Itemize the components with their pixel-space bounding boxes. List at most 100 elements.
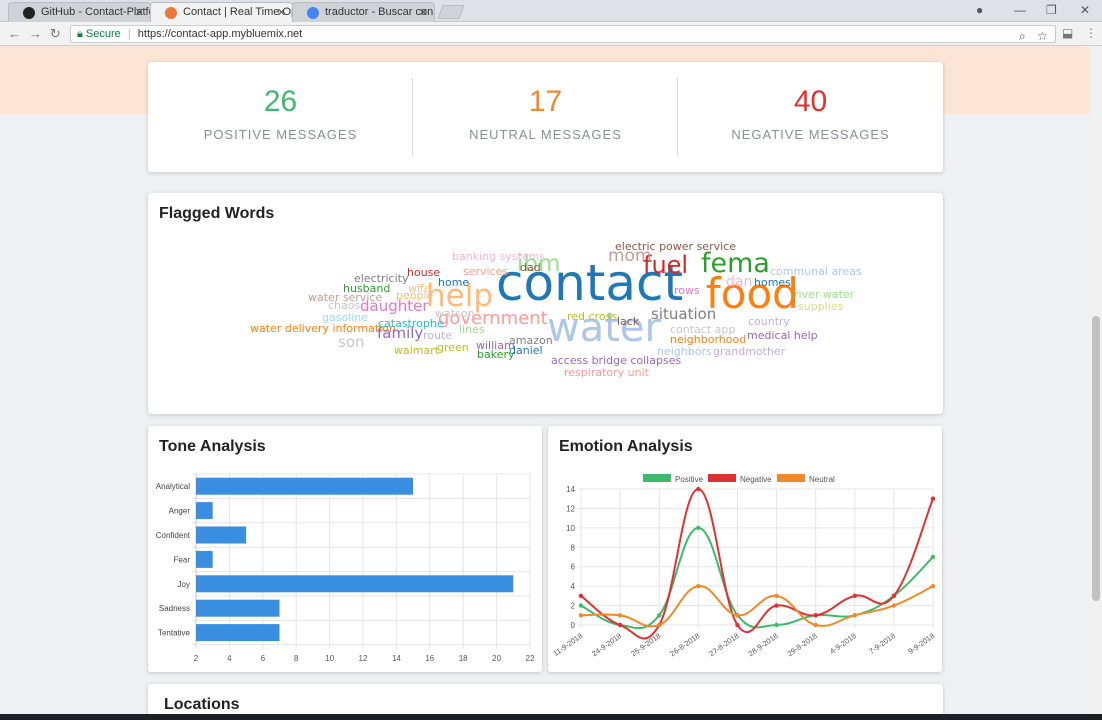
flagged-word: chaos <box>328 299 361 312</box>
emotion-point <box>852 593 857 599</box>
new-tab-button[interactable] <box>437 5 465 19</box>
emotion-point <box>578 593 584 599</box>
flagged-word: grandmother <box>713 345 786 358</box>
neutral-stat: 17 NEUTRAL MESSAGES <box>413 62 678 172</box>
address-divider: | <box>127 28 131 40</box>
emotion-point <box>813 613 818 618</box>
browser-tab-google[interactable]: traductor - Buscar con G ✕ <box>292 2 435 22</box>
flagged-word: route <box>423 329 453 342</box>
zoom-icon[interactable]: ⌕ <box>1019 29 1026 43</box>
extension-icon[interactable]: ⬓ <box>1062 26 1074 40</box>
flagged-word: lack <box>617 315 640 328</box>
tone-x-tick: 20 <box>492 654 501 663</box>
close-icon[interactable]: ✕ <box>134 7 144 19</box>
flagged-word: communal areas <box>770 265 862 278</box>
negative-count: 40 <box>793 85 828 118</box>
browser-tab-github[interactable]: GitHub - Contact-Platfo ✕ <box>8 2 151 22</box>
emotion-analysis-title: Emotion Analysis <box>559 438 693 455</box>
emotion-y-tick: 6 <box>571 563 576 572</box>
locations-title: Locations <box>164 696 240 713</box>
legend-swatch <box>777 474 805 482</box>
flagged-word: government <box>438 308 548 329</box>
minimize-icon[interactable]: — <box>1014 3 1026 17</box>
flagged-word: catastrophe <box>378 317 444 330</box>
browser-tab-strip: GitHub - Contact-Platfo ✕ Contact | Real… <box>0 0 1102 22</box>
flagged-word: fema <box>701 248 770 279</box>
tone-x-tick: 18 <box>459 654 468 663</box>
flagged-word: neighborhood <box>670 333 747 346</box>
tone-x-tick: 10 <box>325 654 334 663</box>
tone-x-tick: 6 <box>261 654 266 663</box>
emotion-point <box>696 525 701 531</box>
address-bar[interactable]: 🔒︎ Secure | https://contact-app.mybluemi… <box>70 25 1056 43</box>
emotion-x-tick: 24-9-2018 <box>590 631 623 658</box>
tone-bar <box>196 477 414 495</box>
flagged-word: respiratory unit <box>564 366 649 379</box>
tone-bar <box>196 575 514 593</box>
scrollbar-thumb[interactable] <box>1092 316 1100 601</box>
flagged-word: water delivery information <box>250 322 396 335</box>
flagged-word: daughter <box>360 297 429 315</box>
emotion-point <box>657 613 662 618</box>
legend-swatch <box>708 474 736 482</box>
emotion-line-chart: 0 2 4 6 8 10 12 14 11-9-2018 24-9-2018 25-9-2018 26… <box>551 474 936 658</box>
flagged-word: home <box>438 276 470 289</box>
emotion-point <box>774 603 779 608</box>
flagged-word: dan <box>726 274 753 290</box>
positive-label: POSITIVE MESSAGES <box>203 127 358 142</box>
restore-icon[interactable]: ❐ <box>1046 3 1057 17</box>
emotion-point <box>696 486 701 492</box>
flagged-word: water service <box>308 291 383 304</box>
flagged-word: gasoline <box>322 311 369 324</box>
flagged-word: homes <box>754 276 791 289</box>
stat-divider <box>412 78 413 156</box>
emotion-point <box>578 603 584 608</box>
page-scrollbar[interactable] <box>1090 46 1102 720</box>
browser-tab-contact[interactable]: Contact | Real Time Ope ✕ <box>150 2 293 22</box>
flagged-word: red cross <box>567 310 618 323</box>
emotion-point <box>617 613 623 618</box>
bookmark-star-icon[interactable]: ☆ <box>1037 29 1048 43</box>
tone-category-label: Sadness <box>159 604 190 613</box>
flagged-word: house <box>407 266 441 279</box>
emotion-y-tick: 0 <box>571 621 576 630</box>
tone-category-label: Fear <box>174 555 191 564</box>
close-icon[interactable]: ✕ <box>276 7 286 19</box>
flagged-word: situation <box>651 305 717 323</box>
flagged-word: help <box>426 278 494 314</box>
menu-icon[interactable]: ⋮ <box>1085 26 1097 40</box>
flagged-word: son <box>338 333 365 351</box>
emotion-analysis-card: Emotion Analysis 0 2 4 6 8 10 12 14 11-9-2018 24-… <box>548 426 942 672</box>
emotion-y-tick: 4 <box>571 582 576 591</box>
emotion-point <box>774 622 779 628</box>
message-stats-card: 26 POSITIVE MESSAGES 17 NEUTRAL MESSAGES… <box>148 62 943 172</box>
forward-icon[interactable]: → <box>29 26 42 41</box>
profile-icon[interactable]: ● <box>976 3 984 17</box>
window-close-icon[interactable]: ✕ <box>1080 3 1091 17</box>
emotion-x-tick: 9-9-2018 <box>906 631 936 656</box>
positive-stat: 26 POSITIVE MESSAGES <box>148 62 413 172</box>
negative-label: NEGATIVE MESSAGES <box>731 127 890 142</box>
flagged-word: family <box>377 324 424 342</box>
reload-icon[interactable]: ↻ <box>50 26 61 41</box>
ibm-favicon-icon <box>165 7 177 19</box>
tone-x-tick: 2 <box>194 654 199 663</box>
stat-divider <box>677 78 678 156</box>
emotion-y-tick: 10 <box>566 524 575 533</box>
emotion-x-tick: 29-8-2018 <box>786 631 819 658</box>
back-icon[interactable]: ← <box>8 26 21 41</box>
tone-bar <box>196 526 247 544</box>
flagged-word: amazon <box>509 334 553 347</box>
tone-bar <box>196 624 280 642</box>
tone-bar <box>196 599 280 617</box>
legend-label: Neutral <box>809 475 835 484</box>
close-icon[interactable]: ✕ <box>418 7 428 19</box>
emotion-y-tick: 2 <box>571 602 576 611</box>
tone-x-tick: 8 <box>294 654 299 663</box>
tone-analysis-title: Tone Analysis <box>159 438 266 455</box>
emotion-y-tick: 12 <box>566 504 575 513</box>
emotion-point <box>930 583 936 589</box>
flagged-word: mom <box>608 246 652 266</box>
secure-label: Secure <box>85 28 121 40</box>
github-icon <box>23 7 35 19</box>
